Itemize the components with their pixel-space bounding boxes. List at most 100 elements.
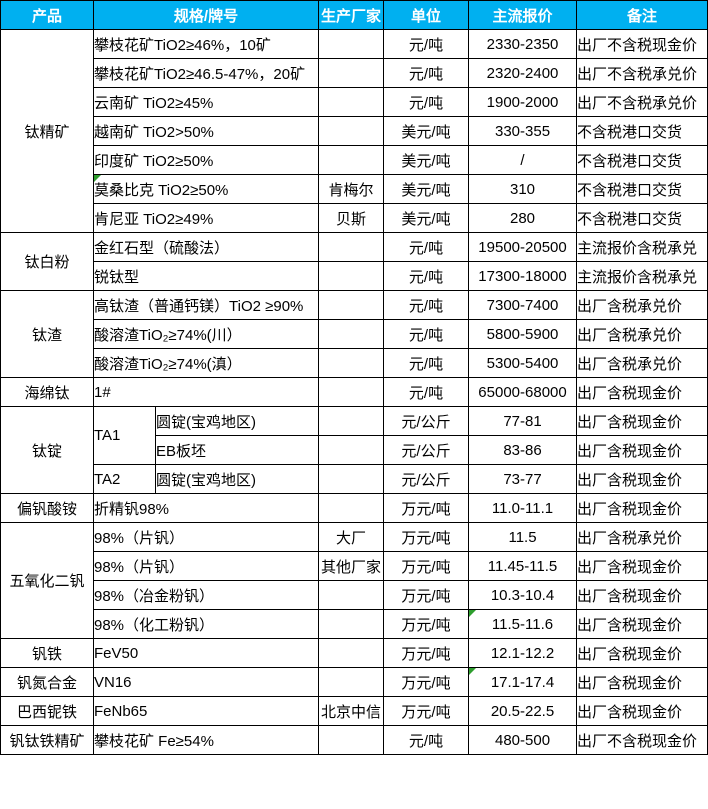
note-cell[interactable]: 不含税港口交货: [576, 145, 708, 175]
price-cell[interactable]: 11.5-11.6: [468, 609, 578, 639]
manufacturer-cell[interactable]: [318, 638, 385, 668]
price-cell[interactable]: 280: [468, 203, 578, 233]
manufacturer-cell[interactable]: 贝斯: [318, 203, 385, 233]
note-cell[interactable]: 出厂不含税现金价: [576, 29, 708, 59]
manufacturer-cell[interactable]: [318, 116, 385, 146]
manufacturer-cell[interactable]: 其他厂家: [318, 551, 385, 581]
grade-cell[interactable]: TA2: [93, 464, 156, 494]
spec-cell[interactable]: VN16: [92, 667, 320, 697]
note-cell[interactable]: 主流报价含税承兑: [576, 232, 708, 262]
note-cell[interactable]: 不含税港口交货: [576, 203, 708, 233]
product-cell[interactable]: 钒铁: [0, 638, 94, 668]
price-cell[interactable]: 83-86: [468, 435, 578, 465]
unit-cell[interactable]: 元/吨: [383, 58, 470, 88]
spec-cell[interactable]: 高钛渣（普通钙镁）TiO2 ≥90%: [92, 290, 320, 320]
note-cell[interactable]: 出厂含税现金价: [576, 696, 708, 726]
spec-cell[interactable]: 莫桑比克 TiO2≥50%: [92, 174, 320, 204]
product-cell[interactable]: 五氧化二钒: [0, 522, 94, 639]
spec-cell[interactable]: 攀枝花矿TiO2≥46.5-47%，20矿: [92, 58, 320, 88]
spec-cell[interactable]: 云南矿 TiO2≥45%: [92, 87, 320, 117]
spec-cell[interactable]: 越南矿 TiO2>50%: [92, 116, 320, 146]
spec-detail-cell[interactable]: 圆锭(宝鸡地区): [154, 406, 320, 436]
price-cell[interactable]: 17300-18000: [468, 261, 578, 291]
header-manufacturer[interactable]: 生产厂家: [318, 0, 385, 30]
manufacturer-cell[interactable]: [318, 609, 385, 639]
unit-cell[interactable]: 万元/吨: [383, 609, 470, 639]
product-cell[interactable]: 偏钒酸铵: [0, 493, 94, 523]
manufacturer-cell[interactable]: [318, 580, 385, 610]
note-cell[interactable]: 出厂不含税承兑价: [576, 87, 708, 117]
unit-cell[interactable]: 元/吨: [383, 87, 470, 117]
unit-cell[interactable]: 万元/吨: [383, 522, 470, 552]
spec-cell[interactable]: 98%（冶金粉钒）: [92, 580, 320, 610]
spec-cell[interactable]: 酸溶渣TiO₂≥74%(滇）: [92, 348, 320, 378]
unit-cell[interactable]: 元/公斤: [383, 406, 470, 436]
unit-cell[interactable]: 美元/吨: [383, 203, 470, 233]
note-cell[interactable]: 出厂含税现金价: [576, 406, 708, 436]
spec-cell[interactable]: FeNb65: [92, 696, 320, 726]
unit-cell[interactable]: 万元/吨: [383, 551, 470, 581]
manufacturer-cell[interactable]: [318, 435, 385, 465]
manufacturer-cell[interactable]: [318, 261, 385, 291]
unit-cell[interactable]: 美元/吨: [383, 145, 470, 175]
note-cell[interactable]: 不含税港口交货: [576, 174, 708, 204]
unit-cell[interactable]: 元/吨: [383, 377, 470, 407]
header-product[interactable]: 产品: [0, 0, 94, 30]
price-cell[interactable]: 1900-2000: [468, 87, 578, 117]
manufacturer-cell[interactable]: [318, 725, 385, 755]
manufacturer-cell[interactable]: [318, 348, 385, 378]
product-cell[interactable]: 巴西铌铁: [0, 696, 94, 726]
manufacturer-cell[interactable]: 大厂: [318, 522, 385, 552]
spec-cell[interactable]: 98%（片钒）: [92, 551, 320, 581]
product-cell[interactable]: 海绵钛: [0, 377, 94, 407]
price-cell[interactable]: 5800-5900: [468, 319, 578, 349]
price-cell[interactable]: 73-77: [468, 464, 578, 494]
note-cell[interactable]: 不含税港口交货: [576, 116, 708, 146]
spec-cell[interactable]: 攀枝花矿TiO2≥46%，10矿: [92, 29, 320, 59]
price-cell[interactable]: 480-500: [468, 725, 578, 755]
note-cell[interactable]: 出厂含税承兑价: [576, 348, 708, 378]
note-cell[interactable]: 出厂含税现金价: [576, 464, 708, 494]
note-cell[interactable]: 主流报价含税承兑: [576, 261, 708, 291]
unit-cell[interactable]: 元/吨: [383, 261, 470, 291]
spec-detail-cell[interactable]: EB板坯: [154, 435, 320, 465]
unit-cell[interactable]: 美元/吨: [383, 116, 470, 146]
price-cell[interactable]: 330-355: [468, 116, 578, 146]
note-cell[interactable]: 出厂含税承兑价: [576, 290, 708, 320]
manufacturer-cell[interactable]: [318, 493, 385, 523]
price-cell[interactable]: 10.3-10.4: [468, 580, 578, 610]
header-unit[interactable]: 单位: [383, 0, 470, 30]
unit-cell[interactable]: 元/吨: [383, 348, 470, 378]
price-cell[interactable]: 11.0-11.1: [468, 493, 578, 523]
grade-cell[interactable]: TA1: [93, 406, 156, 465]
product-cell[interactable]: 钛锭: [0, 406, 94, 494]
price-cell[interactable]: 2320-2400: [468, 58, 578, 88]
note-cell[interactable]: 出厂含税现金价: [576, 551, 708, 581]
note-cell[interactable]: 出厂含税承兑价: [576, 319, 708, 349]
unit-cell[interactable]: 元/吨: [383, 29, 470, 59]
manufacturer-cell[interactable]: [318, 29, 385, 59]
header-price[interactable]: 主流报价: [468, 0, 578, 30]
product-cell[interactable]: 钛白粉: [0, 232, 94, 291]
header-spec[interactable]: 规格/牌号: [92, 0, 320, 30]
spec-detail-cell[interactable]: 圆锭(宝鸡地区): [154, 464, 320, 494]
spec-cell[interactable]: 1#: [92, 377, 320, 407]
product-cell[interactable]: 钒氮合金: [0, 667, 94, 697]
unit-cell[interactable]: 万元/吨: [383, 493, 470, 523]
manufacturer-cell[interactable]: [318, 290, 385, 320]
unit-cell[interactable]: 元/吨: [383, 319, 470, 349]
product-cell[interactable]: 钛渣: [0, 290, 94, 378]
spec-cell[interactable]: 折精钒98%: [92, 493, 320, 523]
note-cell[interactable]: 出厂含税现金价: [576, 609, 708, 639]
unit-cell[interactable]: 万元/吨: [383, 638, 470, 668]
header-note[interactable]: 备注: [576, 0, 708, 30]
unit-cell[interactable]: 美元/吨: [383, 174, 470, 204]
spec-cell[interactable]: 98%（片钒）: [92, 522, 320, 552]
spec-cell[interactable]: 攀枝花矿 Fe≥54%: [92, 725, 320, 755]
unit-cell[interactable]: 元/吨: [383, 290, 470, 320]
product-cell[interactable]: 钛精矿: [0, 29, 94, 233]
note-cell[interactable]: 出厂不含税承兑价: [576, 58, 708, 88]
price-cell[interactable]: 310: [468, 174, 578, 204]
manufacturer-cell[interactable]: [318, 145, 385, 175]
price-cell[interactable]: 7300-7400: [468, 290, 578, 320]
